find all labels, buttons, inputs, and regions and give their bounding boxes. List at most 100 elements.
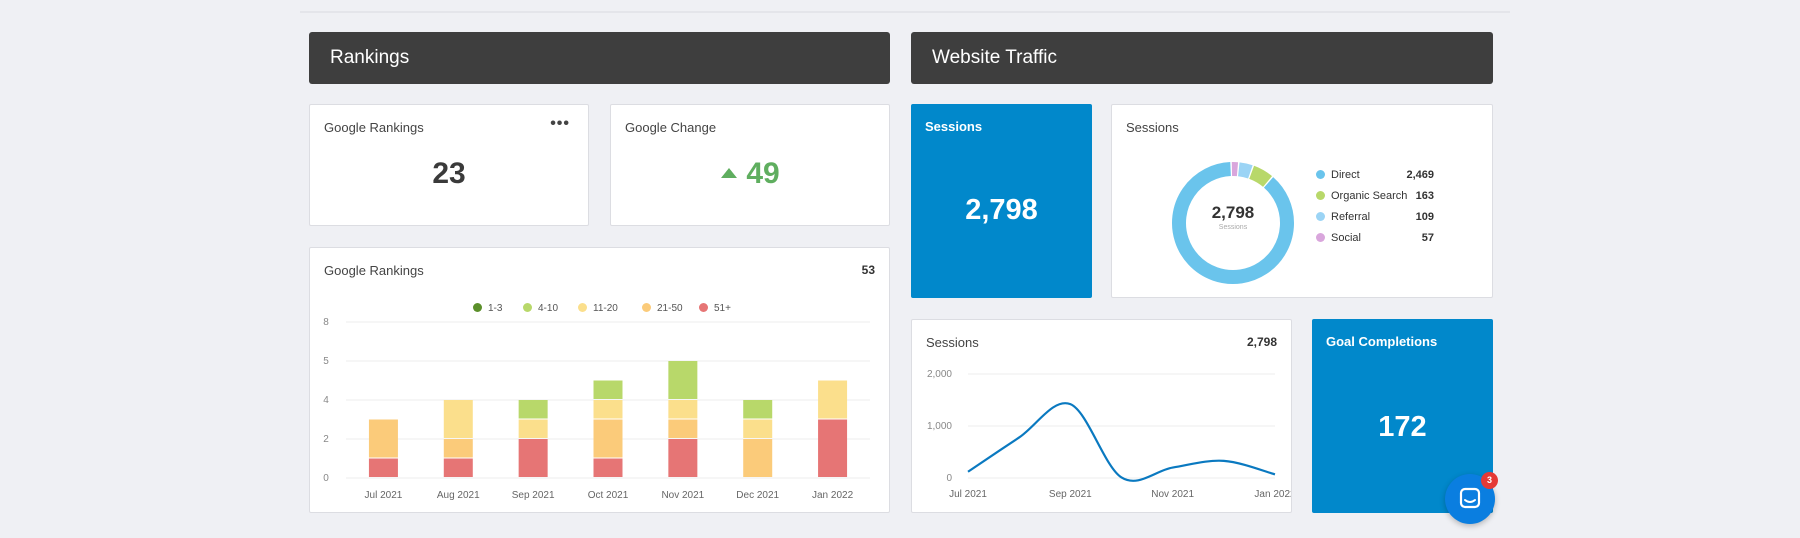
- rankings-bar-chart: 0 2 4 5 8 Jul 2021 Aug 2021 Sep 2021 Oct 2021 Nov…: [323, 317, 870, 501]
- x-tick-label: Jul 2021: [365, 490, 403, 501]
- bar-segment-11-20[interactable]: [668, 400, 698, 419]
- x-tick-label: Jul 2021: [949, 489, 987, 500]
- legend-dot: [1316, 212, 1325, 221]
- y-tick-label: 0: [946, 473, 952, 484]
- bar-segment-4-10[interactable]: [518, 400, 548, 419]
- legend-item-21-50[interactable]: 21-50: [642, 303, 683, 314]
- donut-slice-organic-search[interactable]: [1248, 165, 1273, 188]
- card-title: Goal Completions: [1326, 334, 1438, 349]
- y-tick-label: 8: [323, 317, 329, 328]
- bar-segment-4-10[interactable]: [668, 361, 698, 399]
- legend-dot: [473, 303, 482, 312]
- more-dots-icon[interactable]: •••: [550, 115, 570, 132]
- bar-segment-11-20[interactable]: [818, 380, 848, 419]
- donut-legend-label: Direct: [1316, 169, 1360, 181]
- chat-icon: [1459, 487, 1481, 509]
- x-tick-label: Oct 2021: [588, 490, 629, 501]
- google-change-value: 49: [746, 157, 780, 190]
- legend-label: 51+: [714, 303, 731, 314]
- donut-center-label: Sessions: [1218, 224, 1248, 231]
- x-tick-label: Nov 2021: [1151, 489, 1194, 500]
- legend-item-4-10[interactable]: 4-10: [523, 303, 558, 314]
- bar-segment-21-50[interactable]: [443, 439, 473, 458]
- donut-legend-label: Social: [1316, 232, 1361, 244]
- google-rankings-card: Google Rankings ••• 23: [309, 104, 589, 226]
- legend-item-1-3[interactable]: 1-3: [473, 303, 502, 314]
- sessions-donut-chart: [1172, 162, 1294, 284]
- bar-segment-21-50[interactable]: [368, 419, 398, 458]
- donut-legend-label: Referral: [1316, 211, 1370, 223]
- bar-segment-21-50[interactable]: [743, 439, 773, 477]
- sessions-line[interactable]: [967, 402, 1276, 482]
- y-tick-label: 1,000: [927, 421, 952, 432]
- legend-dot: [1316, 170, 1325, 179]
- sessions-line-card: Sessions 2,798 0 1,000 2,000 Jul 2021 Sep 20…: [911, 319, 1292, 513]
- goal-completions-value: 172: [1378, 411, 1427, 443]
- donut-legend-value: 109: [1415, 211, 1434, 223]
- donut-center-value: 2,798: [1211, 203, 1255, 222]
- sessions-line-chart: 0 1,000 2,000 Jul 2021 Sep 2021 Nov 2021 Jan 2…: [927, 369, 1291, 500]
- top-divider: [300, 11, 1510, 13]
- bar-segment-51+[interactable]: [818, 419, 848, 478]
- donut-legend-label: Organic Search: [1316, 190, 1407, 202]
- bar-segment-51+[interactable]: [593, 458, 623, 478]
- x-tick-label: Sep 2021: [1049, 489, 1092, 500]
- donut-legend-row[interactable]: Referral 109: [1316, 211, 1446, 225]
- x-tick-label: Jan 2022: [1254, 489, 1291, 500]
- bar-segment-21-50[interactable]: [668, 419, 698, 439]
- card-title: Sessions: [926, 335, 979, 350]
- donut-slice-direct[interactable]: [1172, 162, 1294, 284]
- sessions-donut-card: Sessions 2,798 Sessions Direct 2,469 Organ…: [1111, 104, 1493, 298]
- card-title: Google Change: [625, 120, 717, 135]
- chat-notification-badge: 3: [1481, 472, 1498, 489]
- sessions-kpi-card: Sessions 2,798: [911, 104, 1092, 298]
- donut-legend-value: 2,469: [1406, 169, 1434, 181]
- card-title: Sessions: [1126, 120, 1179, 135]
- x-tick-label: Jan 2022: [812, 490, 854, 501]
- bar-segment-11-20[interactable]: [518, 419, 548, 439]
- donut-slice-referral[interactable]: [1237, 162, 1253, 179]
- bar-segment-51+[interactable]: [368, 458, 398, 478]
- google-rankings-total: 53: [861, 263, 875, 277]
- x-tick-label: Sep 2021: [512, 490, 555, 501]
- website-traffic-section-title: Website Traffic: [932, 47, 1057, 68]
- triangle-up-icon: [721, 168, 738, 178]
- bar-segment-11-20[interactable]: [743, 419, 773, 439]
- bar-segment-4-10[interactable]: [743, 400, 773, 419]
- donut-legend-value: 163: [1415, 190, 1434, 202]
- legend-label: 1-3: [488, 303, 503, 314]
- bar-segment-51+[interactable]: [443, 458, 473, 478]
- google-rankings-chart-card: Google Rankings 53 1-3 4-10 11-20 21-50 51+ …: [309, 247, 890, 513]
- donut-legend-value: 57: [1421, 232, 1434, 244]
- bar-segment-11-20[interactable]: [443, 400, 473, 438]
- bar-segment-4-10[interactable]: [593, 380, 623, 400]
- card-title: Google Rankings: [324, 120, 424, 135]
- x-tick-label: Aug 2021: [437, 490, 480, 501]
- legend-dot: [1316, 233, 1325, 242]
- sessions-line-total: 2,798: [1246, 335, 1277, 349]
- legend-label: 21-50: [657, 303, 683, 314]
- legend-item-51+[interactable]: 51+: [699, 303, 731, 314]
- sessions-kpi-value: 2,798: [965, 194, 1038, 226]
- donut-legend-row[interactable]: Social 57: [1316, 232, 1446, 246]
- website-traffic-section-header: Website Traffic: [911, 32, 1493, 84]
- card-title: Google Rankings: [324, 263, 424, 278]
- card-title: Sessions: [925, 119, 983, 134]
- bar-segment-11-20[interactable]: [593, 400, 623, 419]
- bar-segment-51+[interactable]: [518, 439, 548, 477]
- legend-item-11-20[interactable]: 11-20: [578, 303, 618, 314]
- y-tick-label: 0: [323, 473, 329, 484]
- legend-dot: [1316, 191, 1325, 200]
- y-tick-label: 4: [323, 395, 329, 406]
- legend-dot: [523, 303, 532, 312]
- y-tick-label: 2: [323, 434, 329, 445]
- donut-legend-row[interactable]: Direct 2,469: [1316, 169, 1446, 183]
- legend-label: 4-10: [538, 303, 559, 314]
- bar-segment-21-50[interactable]: [593, 419, 623, 458]
- y-tick-label: 2,000: [927, 369, 952, 380]
- rankings-section-header: Rankings: [309, 32, 890, 84]
- bar-segment-51+[interactable]: [668, 439, 698, 477]
- donut-legend-row[interactable]: Organic Search 163: [1316, 190, 1446, 204]
- google-rankings-value: 23: [432, 157, 466, 190]
- x-tick-label: Nov 2021: [661, 490, 704, 501]
